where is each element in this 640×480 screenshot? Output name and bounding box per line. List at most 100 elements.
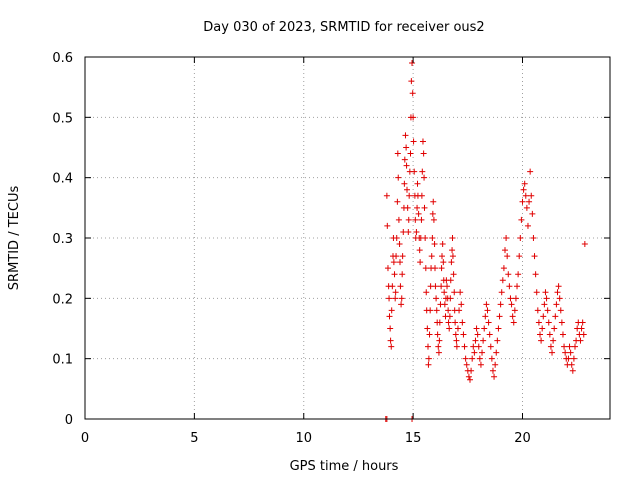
data-point [388, 343, 395, 350]
axis-ticks: 0 5 10 15 20 0 0.1 0.2 0.3 0.4 0.5 0.6 [52, 51, 610, 446]
data-point [428, 253, 435, 260]
data-point [399, 271, 406, 278]
data-point [545, 319, 552, 326]
data-point [410, 114, 417, 121]
data-point [579, 319, 586, 326]
data-point [432, 265, 438, 272]
data-point [488, 355, 495, 362]
data-point [393, 253, 400, 260]
data-point [441, 289, 448, 296]
data-point [463, 361, 470, 368]
data-point [492, 361, 499, 368]
data-point [458, 301, 465, 308]
data-point [544, 307, 551, 314]
data-point [384, 265, 391, 272]
data-point [511, 307, 518, 314]
data-point [542, 289, 549, 296]
data-point [411, 168, 418, 175]
data-point [394, 198, 401, 205]
data-point [483, 301, 490, 308]
data-point [409, 90, 416, 97]
data-point [418, 192, 425, 199]
data-point [468, 367, 475, 374]
data-point [566, 343, 573, 350]
data-point [426, 331, 433, 338]
data-point [449, 235, 456, 241]
data-point [423, 289, 430, 296]
data-point [541, 301, 548, 308]
data-point [514, 283, 521, 290]
y-tick-label: 0.6 [52, 51, 73, 66]
data-point [499, 277, 506, 284]
data-point [577, 337, 584, 344]
data-point [543, 295, 550, 302]
data-point [540, 313, 547, 320]
data-point [421, 204, 428, 211]
data-point [392, 295, 399, 302]
data-point [476, 355, 483, 362]
data-point [489, 367, 496, 374]
data-point [402, 132, 409, 139]
data-point [500, 265, 507, 272]
data-point [510, 319, 517, 326]
y-tick-label: 0.2 [52, 292, 73, 307]
data-point [448, 259, 455, 266]
data-point [459, 319, 466, 326]
data-point [494, 337, 501, 344]
data-point [412, 216, 419, 223]
data-point [533, 289, 540, 296]
data-point [462, 355, 469, 362]
data-point [581, 241, 588, 248]
data-point [472, 337, 479, 344]
data-point [418, 216, 425, 223]
data-point [561, 343, 568, 350]
data-point [399, 253, 406, 260]
data-point [580, 331, 587, 338]
data-point [516, 253, 523, 260]
data-point [484, 307, 491, 314]
data-point [405, 216, 412, 223]
data-point [395, 216, 402, 223]
data-point [527, 168, 534, 175]
data-point [506, 283, 513, 290]
data-point [539, 325, 546, 332]
data-point [401, 156, 408, 163]
data-point [553, 301, 560, 308]
data-point [534, 307, 541, 314]
data-point [427, 307, 434, 314]
data-point [445, 307, 452, 314]
data-point [384, 222, 391, 229]
data-point [556, 295, 563, 302]
data-point [452, 319, 459, 326]
data-point [517, 235, 524, 241]
data-point [398, 295, 405, 302]
data-point [518, 216, 525, 223]
data-point [435, 349, 442, 356]
data-point [440, 259, 447, 266]
y-tick-label: 0.1 [52, 353, 73, 368]
data-point [397, 259, 403, 266]
data-point [405, 228, 412, 235]
data-point [467, 376, 473, 383]
data-point [425, 343, 431, 350]
data-point [408, 78, 415, 85]
data-point [416, 247, 423, 254]
data-point [433, 295, 440, 302]
x-axis-label: GPS time / hours [290, 459, 399, 474]
data-point [425, 361, 432, 368]
data-point [445, 319, 452, 326]
data-point [470, 343, 477, 350]
data-point [559, 331, 566, 338]
data-point [504, 253, 511, 260]
data-point [414, 204, 421, 211]
data-point [535, 319, 542, 326]
data-point [538, 337, 545, 344]
data-point [493, 349, 500, 356]
data-point [435, 343, 442, 350]
data-point [547, 343, 554, 350]
data-point [386, 295, 393, 302]
data-point [554, 289, 561, 296]
data-point [505, 271, 512, 278]
data-point [439, 253, 445, 260]
data-point [436, 337, 443, 344]
